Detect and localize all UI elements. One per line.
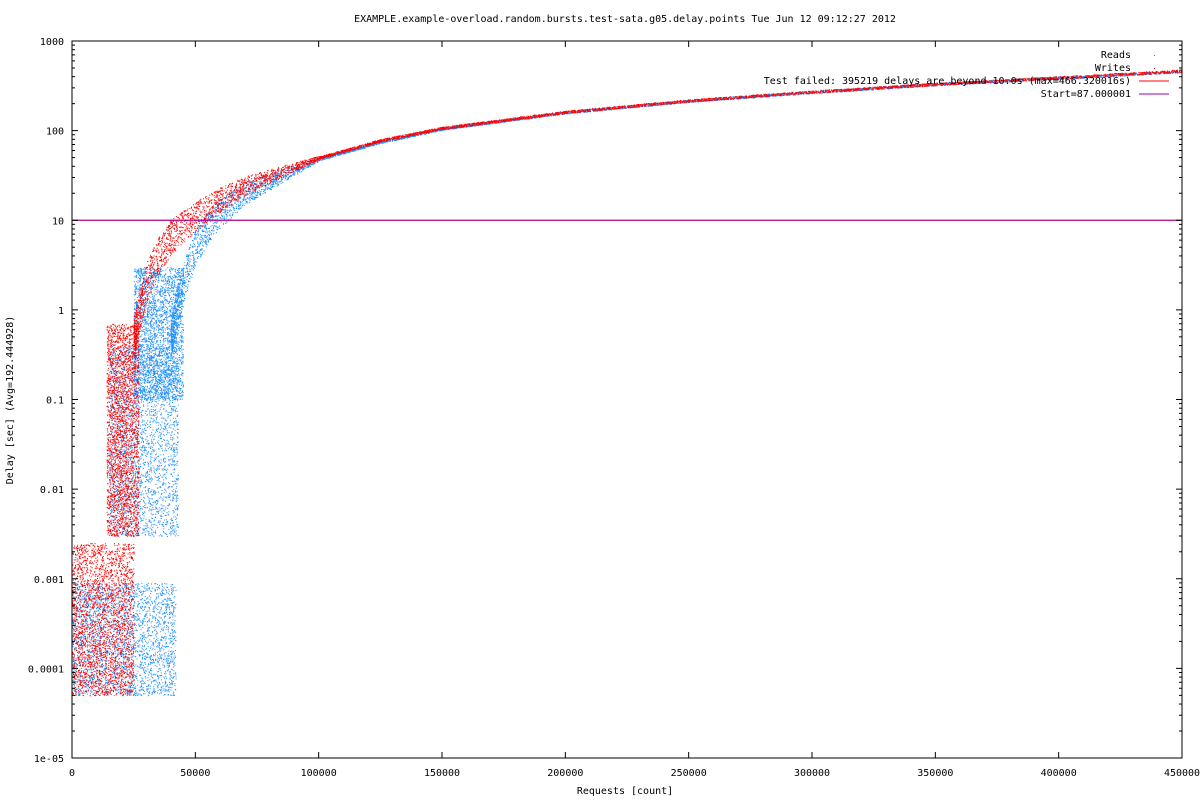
y-tick-label: 0.1 — [46, 396, 64, 407]
legend-entry-label: Test failed: 395219 delays are beyond 10… — [764, 76, 1131, 87]
series-reads-points — [72, 70, 1183, 697]
y-axis-label: Delay [sec] (Avg=192.444928) — [5, 316, 16, 485]
plot-frame — [71, 40, 1183, 759]
x-tick-label: 200000 — [547, 768, 583, 779]
y-tick-label: 1 — [58, 306, 64, 317]
chart-legend: Reads Writes Test failed: 395219 delays ar… — [764, 50, 1169, 100]
x-tick-label: 250000 — [671, 768, 707, 779]
writes-point-cloud — [72, 69, 1183, 697]
legend-entry-label: Reads — [1101, 50, 1131, 61]
x-tick-label: 400000 — [1041, 768, 1077, 779]
legend-entry-label: Start=87.000001 — [1041, 89, 1131, 100]
y-tick-label: 0.0001 — [28, 664, 64, 675]
y-tick-label: 1000 — [40, 37, 64, 48]
y-tick-label: 0.001 — [34, 575, 64, 586]
series-writes-points — [72, 69, 1183, 697]
x-tick-label: 100000 — [301, 768, 337, 779]
legend-point-sample — [1154, 68, 1155, 69]
x-tick-label: 50000 — [180, 768, 210, 779]
plot-marks — [72, 69, 1183, 697]
x-tick-label: 0 — [69, 768, 75, 779]
y-tick-label: 10 — [52, 216, 64, 227]
x-tick-label: 300000 — [794, 768, 830, 779]
y-tick-label: 1e-05 — [34, 754, 64, 765]
legend-entry-label: Writes — [1095, 63, 1131, 74]
x-axis-label: Requests [count] — [577, 786, 673, 797]
x-tick-label: 150000 — [424, 768, 460, 779]
legend-point-sample — [1154, 55, 1155, 56]
x-tick-label: 350000 — [917, 768, 953, 779]
plot-axes: 0 50000 100000 150000 200000 250000 300000 3500… — [28, 37, 1200, 779]
reads-point-cloud — [72, 70, 1183, 697]
x-tick-label: 450000 — [1164, 768, 1200, 779]
y-tick-label: 0.01 — [40, 485, 64, 496]
y-tick-label: 100 — [46, 127, 64, 138]
chart-title: EXAMPLE.example-overload.random.bursts.t… — [354, 14, 896, 25]
